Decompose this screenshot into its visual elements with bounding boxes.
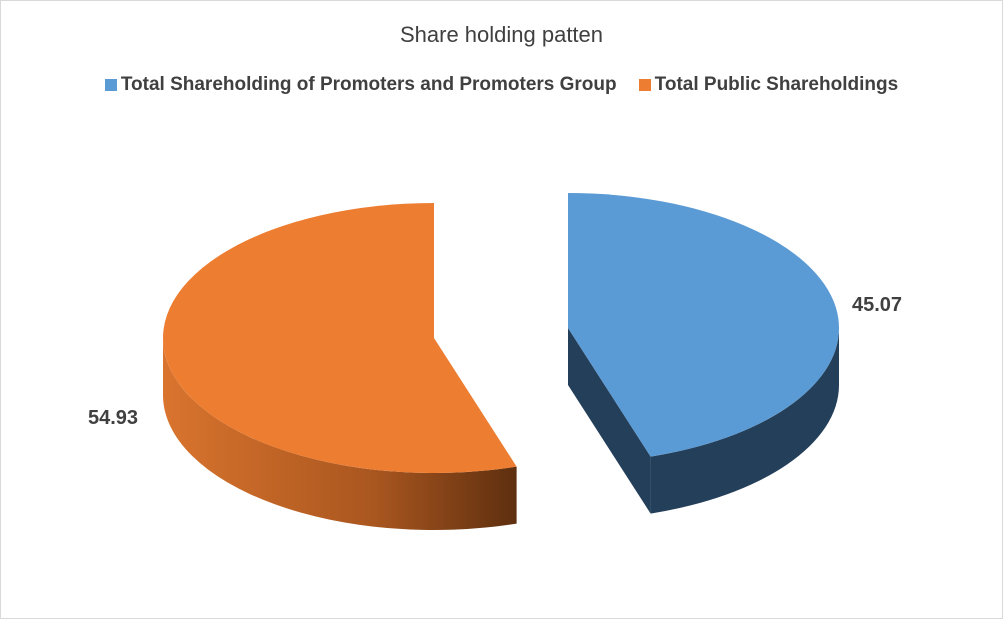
legend: Total Shareholding of Promoters and Prom… xyxy=(0,74,1003,96)
slice-public xyxy=(162,203,517,473)
slice-cut-face-promoters xyxy=(568,328,651,514)
legend-swatch-public xyxy=(638,79,651,91)
legend-label-promoters: Total Shareholding of Promoters and Prom… xyxy=(120,74,617,95)
legend-label-public: Total Public Shareholdings xyxy=(654,74,899,95)
slice-side-public xyxy=(163,338,517,530)
data-label-public: 54.93 xyxy=(88,407,139,429)
slice-side-promoters xyxy=(650,328,839,514)
data-label-promoters: 45.07 xyxy=(852,294,903,316)
legend-swatch-promoters xyxy=(104,79,117,91)
slice-promoters xyxy=(568,193,839,457)
legend-item-promoters: Total Shareholding of Promoters and Prom… xyxy=(104,74,617,96)
chart-title: Share holding patten xyxy=(399,22,604,47)
legend-item-public: Total Public Shareholdings xyxy=(638,74,899,96)
